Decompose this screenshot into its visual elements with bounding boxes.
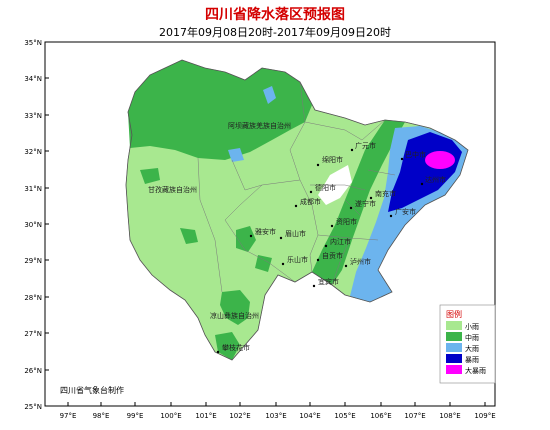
lat-label: 34°N	[24, 75, 42, 83]
lat-label: 30°N	[24, 221, 42, 229]
rain-area-moderate-mid2	[180, 228, 198, 244]
prefecture-boundaries	[197, 81, 396, 293]
lat-label: 33°N	[24, 112, 42, 120]
place-label-chengdu: 成都市	[300, 197, 321, 206]
legend-label-light: 小雨	[465, 322, 479, 331]
lon-label: 100°E	[160, 412, 181, 420]
place-label-nanchong: 南充市	[375, 189, 396, 198]
place-label-zigong: 自贡市	[322, 251, 343, 260]
lon-label: 103°E	[265, 412, 286, 420]
rain-area-moderate-north	[128, 60, 312, 160]
place-labels: 阿坝藏族羌族自治州 甘孜藏族自治州 凉山彝族自治州 广元市 绵阳市 巴中市 德阳…	[148, 121, 446, 352]
rain-area-heavy-rainstorm	[425, 151, 455, 169]
map-subtitle: 2017年09月08日20时-2017年09月09日20时	[159, 26, 391, 39]
lat-label: 25°N	[24, 403, 42, 411]
lon-label: 101°E	[195, 412, 216, 420]
lat-label: 26°N	[24, 367, 42, 375]
lon-label: 104°E	[299, 412, 320, 420]
rain-area-heavy-north	[263, 86, 276, 104]
place-label-suining: 遂宁市	[355, 199, 376, 208]
place-label-mianyang: 绵阳市	[322, 155, 343, 164]
city-markers	[216, 148, 424, 354]
lon-label: 108°E	[439, 412, 460, 420]
place-label-guangyuan: 广元市	[355, 141, 376, 150]
producer-label: 四川省气象台制作	[60, 385, 124, 395]
place-label-panzhihua: 攀枝花市	[222, 343, 250, 352]
place-label-yibin: 宜宾市	[318, 277, 339, 286]
legend-label-rainstorm: 暴雨	[465, 356, 479, 364]
place-label-yaan: 雅安市	[255, 227, 276, 236]
rain-area-moderate-mid1	[236, 226, 256, 252]
rain-area-moderate-south1	[220, 290, 250, 325]
longitude-labels: 97°E 98°E 99°E 100°E 101°E 102°E 103°E 1…	[60, 412, 496, 420]
place-label-liangshan: 凉山彝族自治州	[210, 311, 259, 320]
lon-label: 107°E	[404, 412, 425, 420]
legend-swatch-heavy	[446, 343, 462, 352]
place-label-bazhong: 巴中市	[405, 150, 426, 159]
lon-label: 106°E	[370, 412, 391, 420]
rain-area-heavy-aba	[228, 148, 244, 162]
legend-swatch-moderate	[446, 332, 462, 341]
lat-label: 35°N	[24, 39, 42, 47]
rain-area-moderate-east	[312, 120, 405, 285]
legend-title: 图例	[446, 309, 462, 319]
place-label-ziyang: 资阳市	[336, 217, 357, 226]
lon-label: 109°E	[474, 412, 495, 420]
legend-swatch-rainstorm	[446, 354, 462, 363]
place-label-luzhou: 泸州市	[350, 257, 371, 266]
lon-label: 99°E	[127, 412, 144, 420]
place-label-guangan: 广安市	[395, 207, 416, 216]
legend-label-moderate: 中雨	[465, 333, 479, 342]
lon-label: 97°E	[60, 412, 77, 420]
lat-label: 29°N	[24, 257, 42, 265]
place-label-aba: 阿坝藏族羌族自治州	[228, 121, 291, 130]
legend-label-heavy-rainstorm: 大暴雨	[465, 366, 486, 375]
lon-label: 98°E	[93, 412, 110, 420]
place-label-dazhou: 达州市	[425, 175, 446, 184]
lat-label: 32°N	[24, 148, 42, 156]
place-label-ganzi: 甘孜藏族自治州	[148, 185, 197, 194]
legend-swatch-light	[446, 321, 462, 330]
place-label-leshan: 乐山市	[287, 255, 308, 264]
lat-label: 28°N	[24, 294, 42, 302]
place-label-neijiang: 内江市	[330, 237, 351, 246]
place-label-deyang: 德阳市	[315, 183, 336, 192]
map-title: 四川省降水落区预报图	[205, 7, 345, 23]
place-label-meishan: 眉山市	[285, 229, 306, 238]
latitude-labels: 35°N 34°N 33°N 32°N 31°N 30°N 29°N 28°N …	[24, 39, 42, 411]
legend: 图例 小雨 中雨 大雨 暴雨 大暴雨	[439, 304, 496, 384]
lat-label: 31°N	[24, 185, 42, 193]
rain-area-moderate-mid4	[140, 168, 160, 184]
province-outline	[125, 59, 469, 361]
legend-label-heavy: 大雨	[465, 344, 479, 353]
lat-label: 27°N	[24, 330, 42, 338]
lon-label: 105°E	[334, 412, 355, 420]
rain-area-moderate-south2	[215, 332, 240, 360]
axis-ticks	[45, 41, 486, 406]
lon-label: 102°E	[229, 412, 250, 420]
legend-swatch-heavy-rainstorm	[446, 365, 462, 374]
rain-area-moderate-mid3	[255, 255, 272, 272]
